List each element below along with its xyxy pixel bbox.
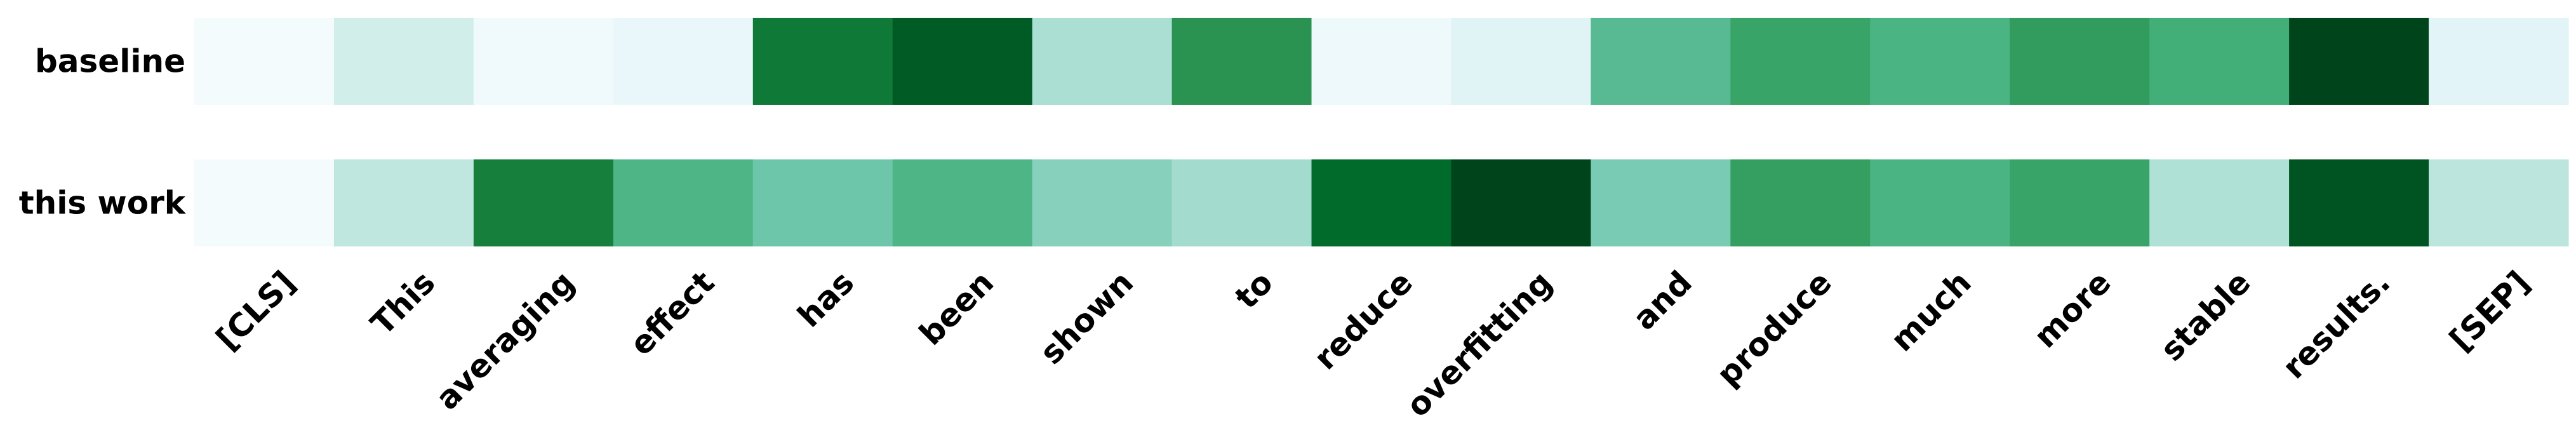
heatmap-cell: [1870, 159, 2010, 246]
heatmap-cell: [2289, 18, 2429, 105]
heatmap-cell: [2429, 18, 2569, 105]
column-tick-label: overfitting: [1399, 264, 1559, 424]
heatmap-cell: [1451, 18, 1592, 105]
column-tick-label: more: [2027, 264, 2118, 355]
row-label: baseline: [35, 43, 185, 80]
heatmap-cell: [1730, 159, 1871, 246]
heatmap-cell: [892, 159, 1033, 246]
heatmap-cell: [194, 159, 335, 246]
column-tick-label: produce: [1709, 264, 1838, 393]
column-tick-label: reduce: [1307, 264, 1420, 377]
heatmap-cell: [333, 159, 474, 246]
heatmap-cell: [1870, 18, 2010, 105]
column-tick-label: [SEP]: [2443, 264, 2537, 358]
heatmap-cell: [1311, 18, 1452, 105]
heatmap-cell: [1591, 159, 1731, 246]
column-tick-label: has: [791, 264, 861, 334]
column-tick-label: been: [912, 264, 1001, 352]
heatmap-cell: [892, 18, 1033, 105]
column-tick-label: to: [1228, 264, 1280, 316]
heatmap-cell: [1171, 159, 1312, 246]
heatmap-cell: [2010, 18, 2150, 105]
heatmap-cell: [1591, 18, 1731, 105]
heatmap-cell: [2289, 159, 2429, 246]
heatmap-cell: [473, 159, 614, 246]
heatmap-cell: [1032, 18, 1173, 105]
column-tick-label: and: [1626, 264, 1699, 337]
heatmap-cell: [1311, 159, 1452, 246]
heatmap-cell: [473, 18, 614, 105]
column-tick-label: results.: [2275, 264, 2397, 386]
heatmap-cell: [613, 18, 754, 105]
heatmap-cell: [613, 159, 754, 246]
column-tick-label: much: [1884, 264, 1979, 358]
column-tick-label: [CLS]: [209, 264, 302, 357]
column-tick-label: effect: [623, 264, 721, 362]
column-tick-label: stable: [2153, 264, 2257, 368]
column-tick-label: shown: [1033, 264, 1140, 371]
row-labels: baseline this work: [19, 43, 187, 222]
column-tick-label: This: [364, 264, 442, 342]
heatmap-cell: [1032, 159, 1173, 246]
heatmap-cell: [1451, 159, 1592, 246]
heatmap-cells: [194, 18, 2569, 246]
heatmap-cell: [2010, 159, 2150, 246]
heatmap-cell: [1171, 18, 1312, 105]
heatmap-cell: [752, 18, 893, 105]
heatmap-cell: [2429, 159, 2569, 246]
heatmap-cell: [2149, 18, 2290, 105]
heatmap-cell: [333, 18, 474, 105]
heatmap-cell: [2149, 159, 2290, 246]
heatmap-cell: [194, 18, 335, 105]
row-label: this work: [19, 185, 187, 222]
column-tick-label: averaging: [429, 264, 582, 417]
heatmap-cell: [1730, 18, 1871, 105]
heatmap-cell: [752, 159, 893, 246]
